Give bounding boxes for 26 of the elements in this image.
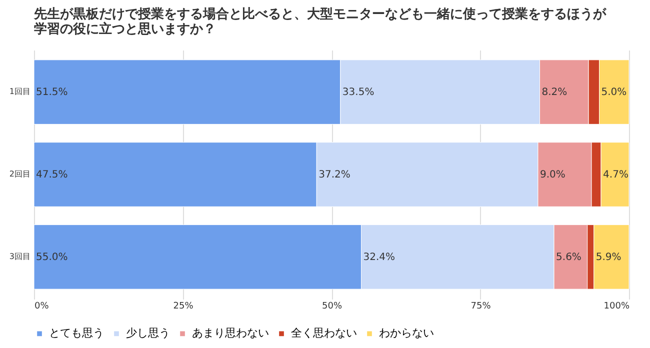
x-tick-label: 0% [34, 302, 50, 312]
data-label: 47.5% [36, 170, 68, 180]
y-tick-label: 1回目 [9, 87, 30, 96]
legend-label: とても思う [49, 326, 104, 340]
data-label: 51.5% [36, 87, 68, 98]
data-label: 8.2% [542, 87, 568, 98]
x-tick-label: 75% [470, 302, 492, 312]
x-tick-label: 100% [604, 302, 630, 312]
data-label: 5.6% [556, 252, 582, 263]
x-tick-label: 25% [173, 302, 194, 312]
legend-label: 全く思わない [291, 326, 357, 340]
data-label: 33.5% [342, 87, 374, 98]
data-label: 55.0% [36, 252, 68, 263]
y-tick-label: 3回目 [9, 252, 30, 261]
data-label: 37.2% [318, 170, 350, 180]
data-label: 5.9% [596, 252, 622, 263]
x-tick-label: 50% [322, 302, 342, 312]
data-label: 5.0% [601, 87, 627, 98]
legend-label: 少し思う [126, 326, 170, 340]
legend-label: わからない [379, 326, 434, 340]
data-label: 32.4% [363, 252, 396, 263]
chart-title: 先生が黒板だけで授業をする場合と比べると、大型モニターなども一緒に使って授業をするほうが学習の役に立つと思いますか？ [33, 6, 607, 37]
data-label: 4.7% [603, 170, 628, 180]
legend-label: あまり思わない [192, 326, 269, 340]
y-tick-label: 2回目 [9, 170, 30, 178]
data-label: 9.0% [540, 170, 566, 180]
